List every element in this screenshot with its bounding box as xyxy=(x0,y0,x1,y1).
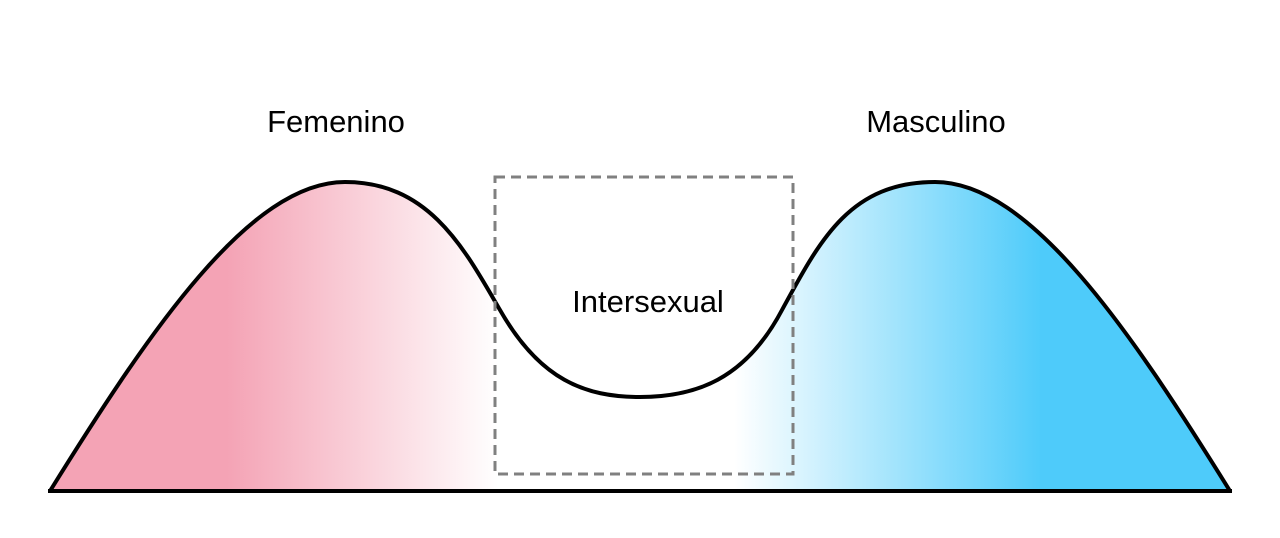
distribution-curve xyxy=(48,180,1232,493)
intersex-label: Intersexual xyxy=(572,284,724,319)
female-label: Femenino xyxy=(267,104,405,139)
male-label: Masculino xyxy=(866,104,1006,139)
intersex-region-box xyxy=(493,175,795,476)
